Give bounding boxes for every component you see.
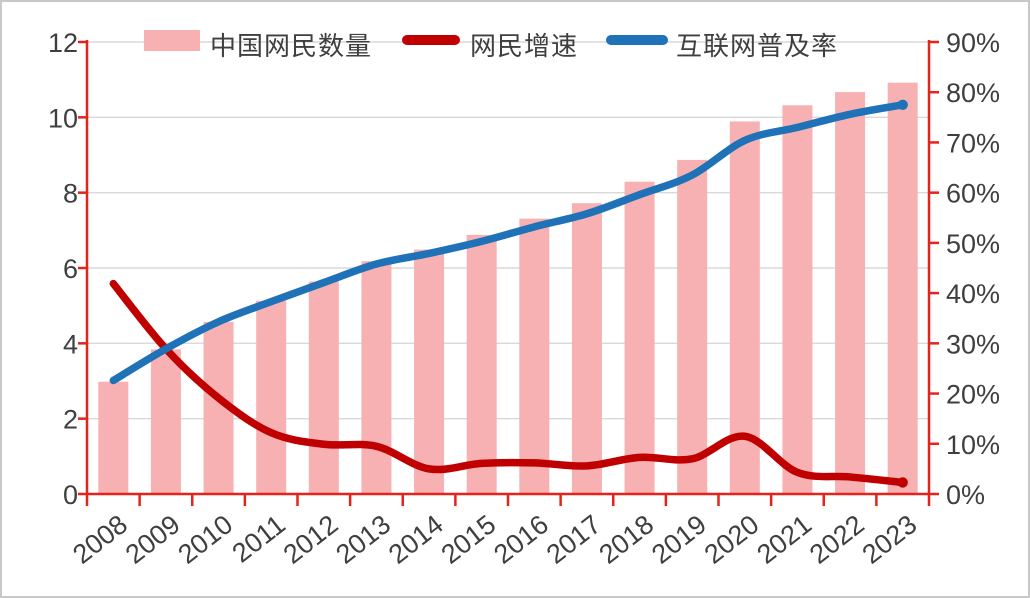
bar-2012 — [308, 281, 339, 494]
left-axis-tick-label: 6 — [63, 254, 78, 284]
right-axis-tick-label: 0% — [946, 480, 985, 510]
x-axis-label-2021: 2021 — [751, 509, 817, 570]
x-axis-label-2020: 2020 — [699, 509, 765, 570]
right-axis-tick-label: 80% — [946, 78, 1000, 108]
x-axis-label-2013: 2013 — [330, 509, 396, 570]
chart-legend: 中国网民数量 网民增速 互联网普及率 — [2, 2, 1028, 62]
bar-series-users — [98, 82, 918, 495]
x-axis-label-2016: 2016 — [488, 509, 554, 570]
bar-2021 — [782, 105, 813, 494]
bar-2019 — [677, 159, 708, 494]
left-axis-tick-label: 2 — [63, 405, 78, 435]
legend-label-users: 中国网民数量 — [210, 32, 373, 61]
x-axis-label-2008: 2008 — [67, 509, 133, 570]
right-axis-tick-label: 90% — [946, 28, 1000, 58]
penetration-rate-line-end-dot — [897, 99, 908, 110]
left-axis-tick-label: 8 — [63, 179, 78, 209]
line-series — [109, 99, 908, 488]
right-axis-tick-label: 20% — [946, 380, 1000, 410]
x-axis-label-2019: 2019 — [646, 509, 712, 570]
growth-rate-line-end-dot — [897, 477, 908, 488]
bar-2009 — [150, 349, 181, 494]
bar-2023 — [887, 82, 918, 495]
left-axis-tick-label: 4 — [63, 329, 78, 359]
x-axis-label-2012: 2012 — [278, 509, 344, 570]
x-axis-label-2023: 2023 — [857, 509, 923, 570]
left-axis-tick-label: 10 — [48, 103, 78, 133]
bar-2015 — [466, 234, 497, 494]
right-axis-tick-label: 70% — [946, 128, 1000, 158]
legend-swatch-users-bar — [144, 30, 200, 51]
x-axis-label-2015: 2015 — [436, 509, 502, 570]
right-axis-tick-label: 40% — [946, 279, 1000, 309]
penetration-rate-line — [109, 101, 907, 385]
x-axis-labels: 2008200920102011201220132014201520162017… — [67, 509, 922, 570]
left-axis-tick-label: 0 — [63, 480, 78, 510]
right-axis-tick-label: 50% — [946, 229, 1000, 259]
bar-2020 — [729, 121, 760, 494]
left-axis-labels: 0 2 4 6 8 10 12 — [48, 28, 78, 510]
bar-2022 — [835, 92, 866, 494]
legend-label-penetration: 互联网普及率 — [676, 32, 839, 61]
x-axis-label-2017: 2017 — [541, 509, 607, 570]
x-axis-label-2022: 2022 — [804, 509, 870, 570]
right-axis-labels: 0% 10% 20% 30% 40% 50% 60% 70% 80% 90% — [946, 28, 1000, 510]
bar-2008 — [98, 381, 129, 494]
right-axis-tick-label: 30% — [946, 329, 1000, 359]
x-axis-label-2011: 2011 — [227, 509, 291, 568]
right-axis-tick-label: 10% — [946, 430, 1000, 460]
x-axis-label-2010: 2010 — [172, 509, 238, 570]
growth-rate-line — [109, 279, 907, 487]
x-axis-label-2009: 2009 — [120, 509, 186, 570]
legend-label-growth: 网民增速 — [470, 32, 579, 61]
bar-2017 — [571, 203, 602, 495]
bar-2014 — [414, 249, 445, 494]
bar-2013 — [361, 261, 392, 494]
left-axis-tick-label: 12 — [48, 28, 78, 58]
axes — [78, 40, 939, 506]
x-axis-label-2014: 2014 — [383, 509, 449, 570]
legend-swatch-penetration-line — [606, 35, 668, 45]
x-axis-label-2018: 2018 — [593, 509, 659, 570]
bar-2018 — [624, 181, 655, 494]
right-axis-tick-label: 60% — [946, 179, 1000, 209]
bar-2011 — [256, 300, 287, 494]
legend-swatch-growth-line — [402, 35, 460, 45]
bar-2016 — [519, 218, 550, 494]
